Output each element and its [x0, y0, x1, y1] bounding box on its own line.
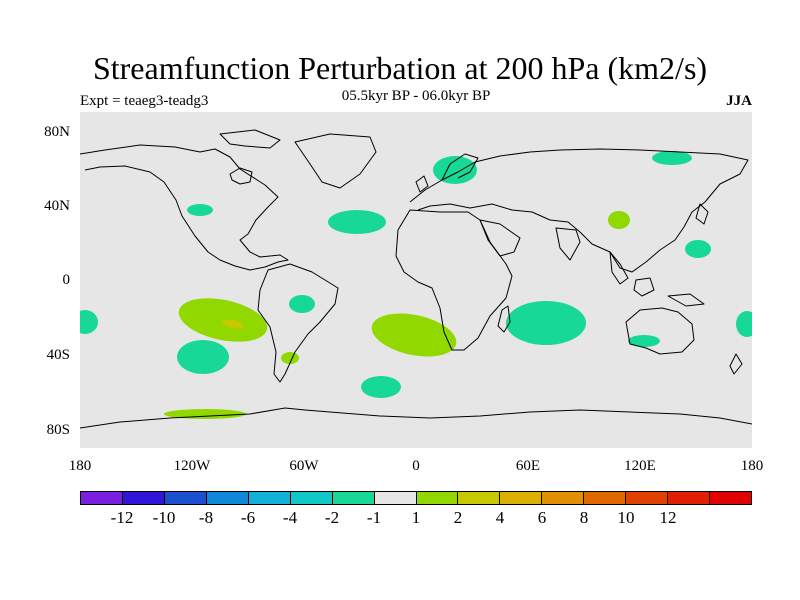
- colorbar-label: 6: [537, 508, 547, 527]
- lon-label-0: 0: [412, 458, 420, 474]
- anomaly-neg-west-edge: [80, 310, 98, 334]
- lon-label-180e: 180: [740, 458, 764, 474]
- experiment-label: Expt = teaeg3-teadg3: [80, 93, 209, 109]
- colorbar-label: 10: [617, 508, 635, 527]
- anomaly-neg-east-edge: [736, 311, 752, 337]
- lat-label-80s: 80S: [46, 422, 70, 438]
- colorbar-box: [164, 492, 207, 504]
- colorbar-label: -2: [324, 508, 340, 527]
- coast-south-america: [257, 263, 339, 383]
- coast-new-guinea: [667, 293, 705, 307]
- lat-label-40n: 40N: [44, 198, 70, 214]
- colorbar-box: [458, 492, 501, 504]
- coast-antarctica: [80, 407, 752, 429]
- colorbar-label: 4: [495, 508, 505, 527]
- map-panel: [80, 112, 752, 448]
- coast-canadian-archipelago: [219, 129, 281, 149]
- anomaly-patches: [80, 151, 752, 419]
- coast-madagascar: [497, 305, 511, 333]
- colorbar-label: -4: [282, 508, 298, 527]
- colorbar-label: -12: [110, 508, 134, 527]
- coast-borneo: [633, 277, 655, 297]
- anomaly-pos-south-atlantic: [371, 313, 457, 357]
- colorbar-box: [374, 492, 417, 504]
- anomaly-pos-antarctic: [164, 409, 246, 419]
- colorbar-label: 1: [411, 508, 421, 527]
- coast-indochina: [609, 251, 629, 285]
- colorbar-box: [81, 492, 123, 504]
- colorbar-label: -1: [366, 508, 382, 527]
- plot-title: Streamfunction Perturbation at 200 hPa (…: [92, 50, 708, 86]
- anomaly-neg-north-pacific: [652, 151, 692, 165]
- anomaly-neg-indian-ocean: [506, 301, 586, 345]
- period-label: 05.5kyr BP - 06.0kyr BP: [341, 88, 491, 104]
- colorbar-box: [206, 492, 249, 504]
- coast-new-zealand: [729, 353, 743, 375]
- lon-label-120w: 120W: [173, 458, 211, 474]
- colorbar-box: [122, 492, 165, 504]
- anomaly-neg-western-us: [187, 204, 213, 216]
- lat-label-40s: 40S: [46, 347, 70, 363]
- coast-india: [555, 227, 581, 261]
- colorbar-box: [710, 492, 751, 504]
- colorbar-label: 12: [659, 508, 677, 527]
- lon-label-60w: 60W: [289, 458, 319, 474]
- lon-label-180w: 180: [68, 458, 92, 474]
- season-label: JJA: [726, 93, 752, 109]
- colorbar-box: [416, 492, 459, 504]
- coast-arabia: [479, 219, 521, 257]
- colorbar: [80, 491, 752, 505]
- colorbar-box: [248, 492, 291, 504]
- lat-label-80n: 80N: [44, 124, 70, 140]
- colorbar-box: [332, 492, 375, 504]
- colorbar-box: [584, 492, 627, 504]
- anomaly-neg-australia: [628, 335, 660, 347]
- anomaly-neg-north-atlantic: [328, 210, 386, 234]
- colorbar-box: [626, 492, 669, 504]
- lon-label-120e: 120E: [624, 458, 656, 474]
- colorbar-box: [500, 492, 543, 504]
- lon-label-60e: 60E: [515, 458, 541, 474]
- colorbar-label: -6: [240, 508, 256, 527]
- anomaly-pos-core-pacific: [222, 319, 244, 329]
- anomaly-neg-south-pacific: [177, 340, 229, 374]
- coast-australia: [625, 307, 695, 355]
- anomaly-neg-brazil: [289, 295, 315, 313]
- anomaly-pos-south-pacific: [178, 298, 268, 342]
- coast-japan: [695, 203, 709, 225]
- colorbar-label: 8: [579, 508, 589, 527]
- colorbar-box: [542, 492, 585, 504]
- anomaly-neg-west-pacific: [685, 240, 711, 258]
- coast-scandinavia: [441, 153, 479, 181]
- colorbar-label: -8: [198, 508, 214, 527]
- anomaly-pos-central-asia: [608, 211, 630, 229]
- coast-eurasia: [409, 148, 749, 273]
- coastlines: [80, 129, 752, 429]
- colorbar-box: [290, 492, 333, 504]
- anomaly-neg-southern-atlantic: [361, 376, 401, 398]
- colorbar-box: [668, 492, 711, 504]
- lat-label-0: 0: [62, 272, 71, 288]
- coast-north-america: [80, 144, 289, 271]
- anomaly-pos-argentina: [281, 352, 299, 364]
- coast-british-isles: [415, 175, 429, 193]
- coast-greenland: [294, 133, 377, 189]
- colorbar-label: 2: [453, 508, 463, 527]
- colorbar-label: -10: [152, 508, 176, 527]
- coast-hudson-bay: [229, 167, 253, 185]
